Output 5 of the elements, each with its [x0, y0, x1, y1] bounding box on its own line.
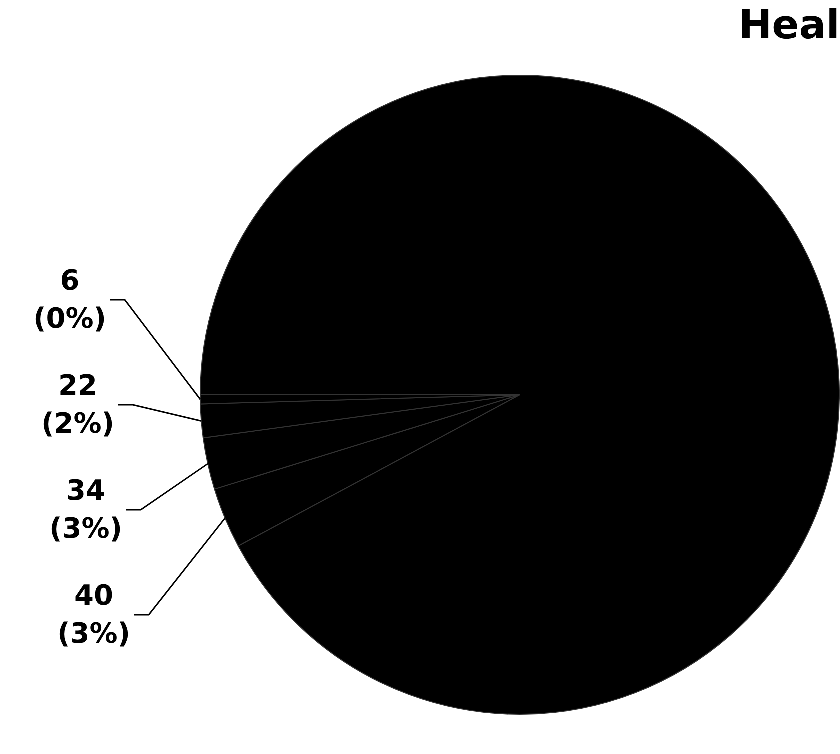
data-label: 34 (3%): [49, 474, 123, 545]
data-label: 6 (0%): [33, 264, 107, 335]
chart-title: Heal: [738, 2, 840, 48]
data-label: 40 (3%): [57, 579, 131, 650]
data-label: 22 (2%): [41, 369, 115, 440]
